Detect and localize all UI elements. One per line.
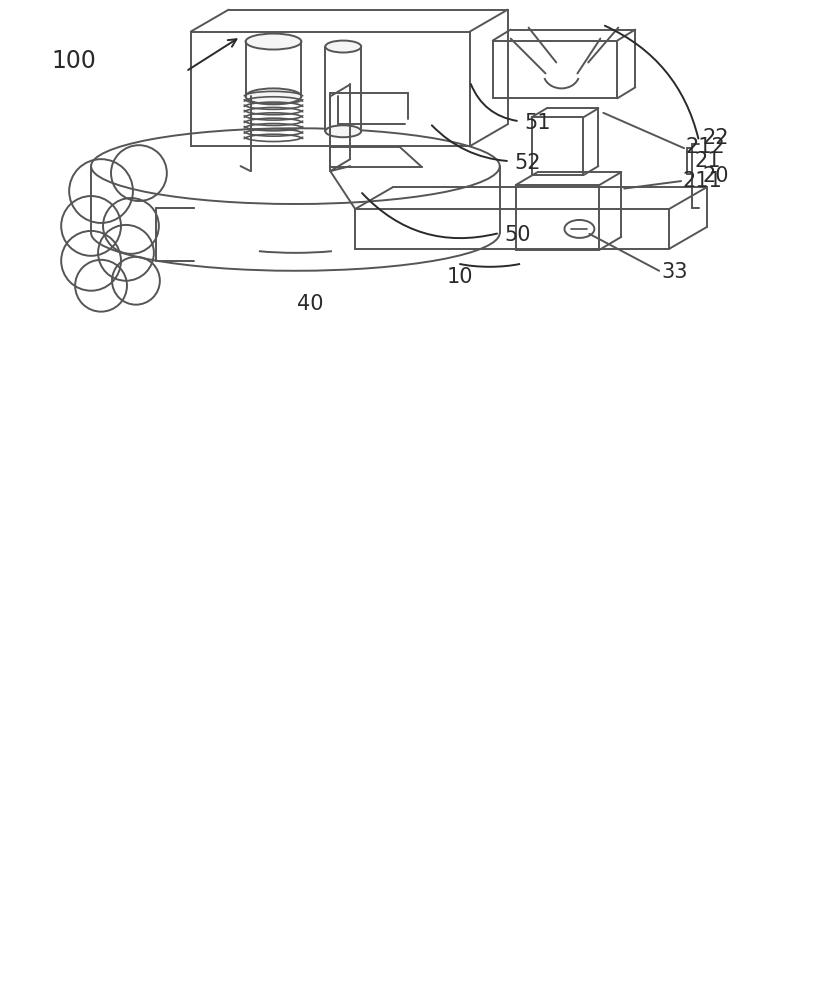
Text: 50: 50 xyxy=(505,225,531,245)
Text: 51: 51 xyxy=(525,113,551,133)
Text: 40: 40 xyxy=(297,294,323,314)
Text: 33: 33 xyxy=(661,262,688,282)
Ellipse shape xyxy=(325,125,361,137)
Text: 211: 211 xyxy=(682,171,722,191)
Text: 212: 212 xyxy=(685,137,725,157)
Ellipse shape xyxy=(245,88,301,104)
Text: 10: 10 xyxy=(447,267,473,287)
Text: 21: 21 xyxy=(694,151,721,171)
Text: 52: 52 xyxy=(515,153,541,173)
Text: 22: 22 xyxy=(702,128,728,148)
Ellipse shape xyxy=(245,34,301,50)
Text: 100: 100 xyxy=(51,49,96,73)
Ellipse shape xyxy=(325,41,361,53)
Text: 20: 20 xyxy=(702,166,728,186)
